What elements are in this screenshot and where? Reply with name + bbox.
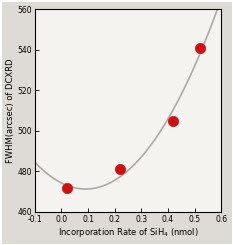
X-axis label: Incorporation Rate of SiH$_4$ (nmol): Incorporation Rate of SiH$_4$ (nmol) xyxy=(58,226,199,239)
Point xyxy=(198,46,202,49)
Point xyxy=(171,119,175,122)
Point xyxy=(118,167,122,171)
Point xyxy=(65,186,69,190)
Y-axis label: FWHM(arcsec) of DCXRD: FWHM(arcsec) of DCXRD xyxy=(6,58,14,163)
